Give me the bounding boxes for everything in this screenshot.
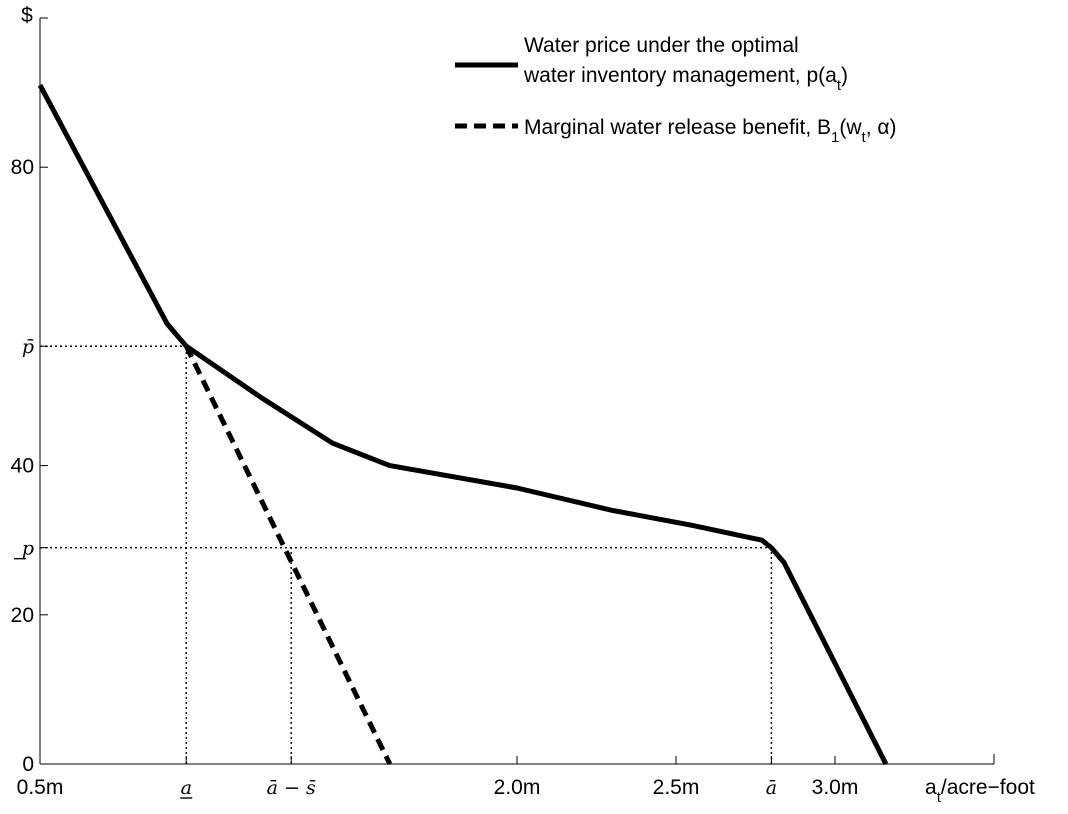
x-tick-label-3: 2.0m	[494, 776, 541, 799]
y-tick-label-4: p̄	[22, 336, 34, 358]
series-line-0	[37, 83, 889, 766]
x-axis-label: at/acre−foot	[925, 776, 1035, 806]
x-tick-label-5: ā	[766, 777, 777, 799]
legend-label-dashed: Marginal water release benefit, B1(wt, α…	[524, 116, 897, 146]
x-tick-label-1: a	[181, 777, 192, 799]
x-tick-label-6: 3.0m	[812, 776, 859, 799]
y-tick-label-3: 40	[11, 455, 34, 478]
y-tick-label-5: 80	[11, 156, 34, 179]
x-tick-label-4: 2.5m	[653, 776, 700, 799]
legend-label-solid-line2: water inventory management, p(at)	[523, 64, 848, 94]
series-line-1	[184, 345, 393, 766]
legend-label-solid-line1: Water price under the optimal	[524, 34, 799, 57]
y-tick-label-1: 20	[11, 604, 34, 627]
y-tick-label-2: p	[22, 538, 34, 560]
x-tick-label-0: 0.5m	[17, 776, 64, 799]
y-axis-label: $	[21, 4, 33, 27]
y-tick-label-0: 0	[22, 753, 34, 776]
x-tick-label-2: ā − s̄	[267, 777, 316, 799]
